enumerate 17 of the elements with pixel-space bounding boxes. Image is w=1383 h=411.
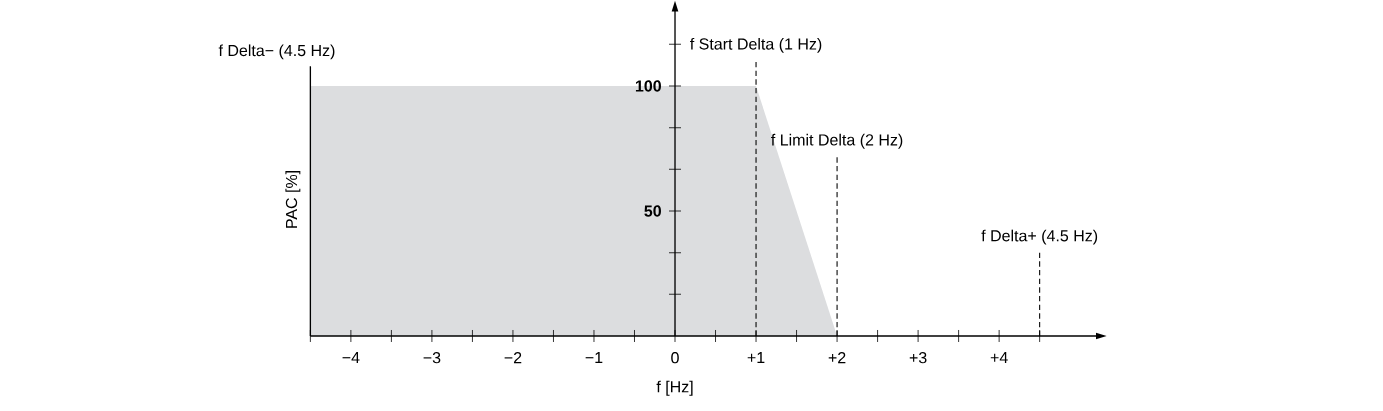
x-tick-label: +2 xyxy=(828,352,846,364)
y-tick-label: 100 xyxy=(635,80,661,92)
y-tick-label: 50 xyxy=(644,205,661,217)
x-axis-title: f [Hz] xyxy=(656,380,693,396)
ref-line-label: f Start Delta (1 Hz) xyxy=(690,37,822,53)
ref-line-label: f Delta+ (4.5 Hz) xyxy=(981,229,1098,245)
x-tick-label: −2 xyxy=(504,352,522,364)
x-tick-label: −1 xyxy=(585,352,603,364)
x-tick-label: −3 xyxy=(423,352,441,364)
x-tick-label: −4 xyxy=(342,352,360,364)
ref-line-label: f Delta− (4.5 Hz) xyxy=(218,44,335,60)
x-tick-label: +4 xyxy=(990,352,1008,364)
x-tick-label: +3 xyxy=(909,352,927,364)
ref-line-label: f Limit Delta (2 Hz) xyxy=(771,133,903,149)
x-tick-label: 0 xyxy=(671,352,679,364)
y-axis-title: PAC [%] xyxy=(285,171,301,228)
x-tick-label: +1 xyxy=(747,352,765,364)
